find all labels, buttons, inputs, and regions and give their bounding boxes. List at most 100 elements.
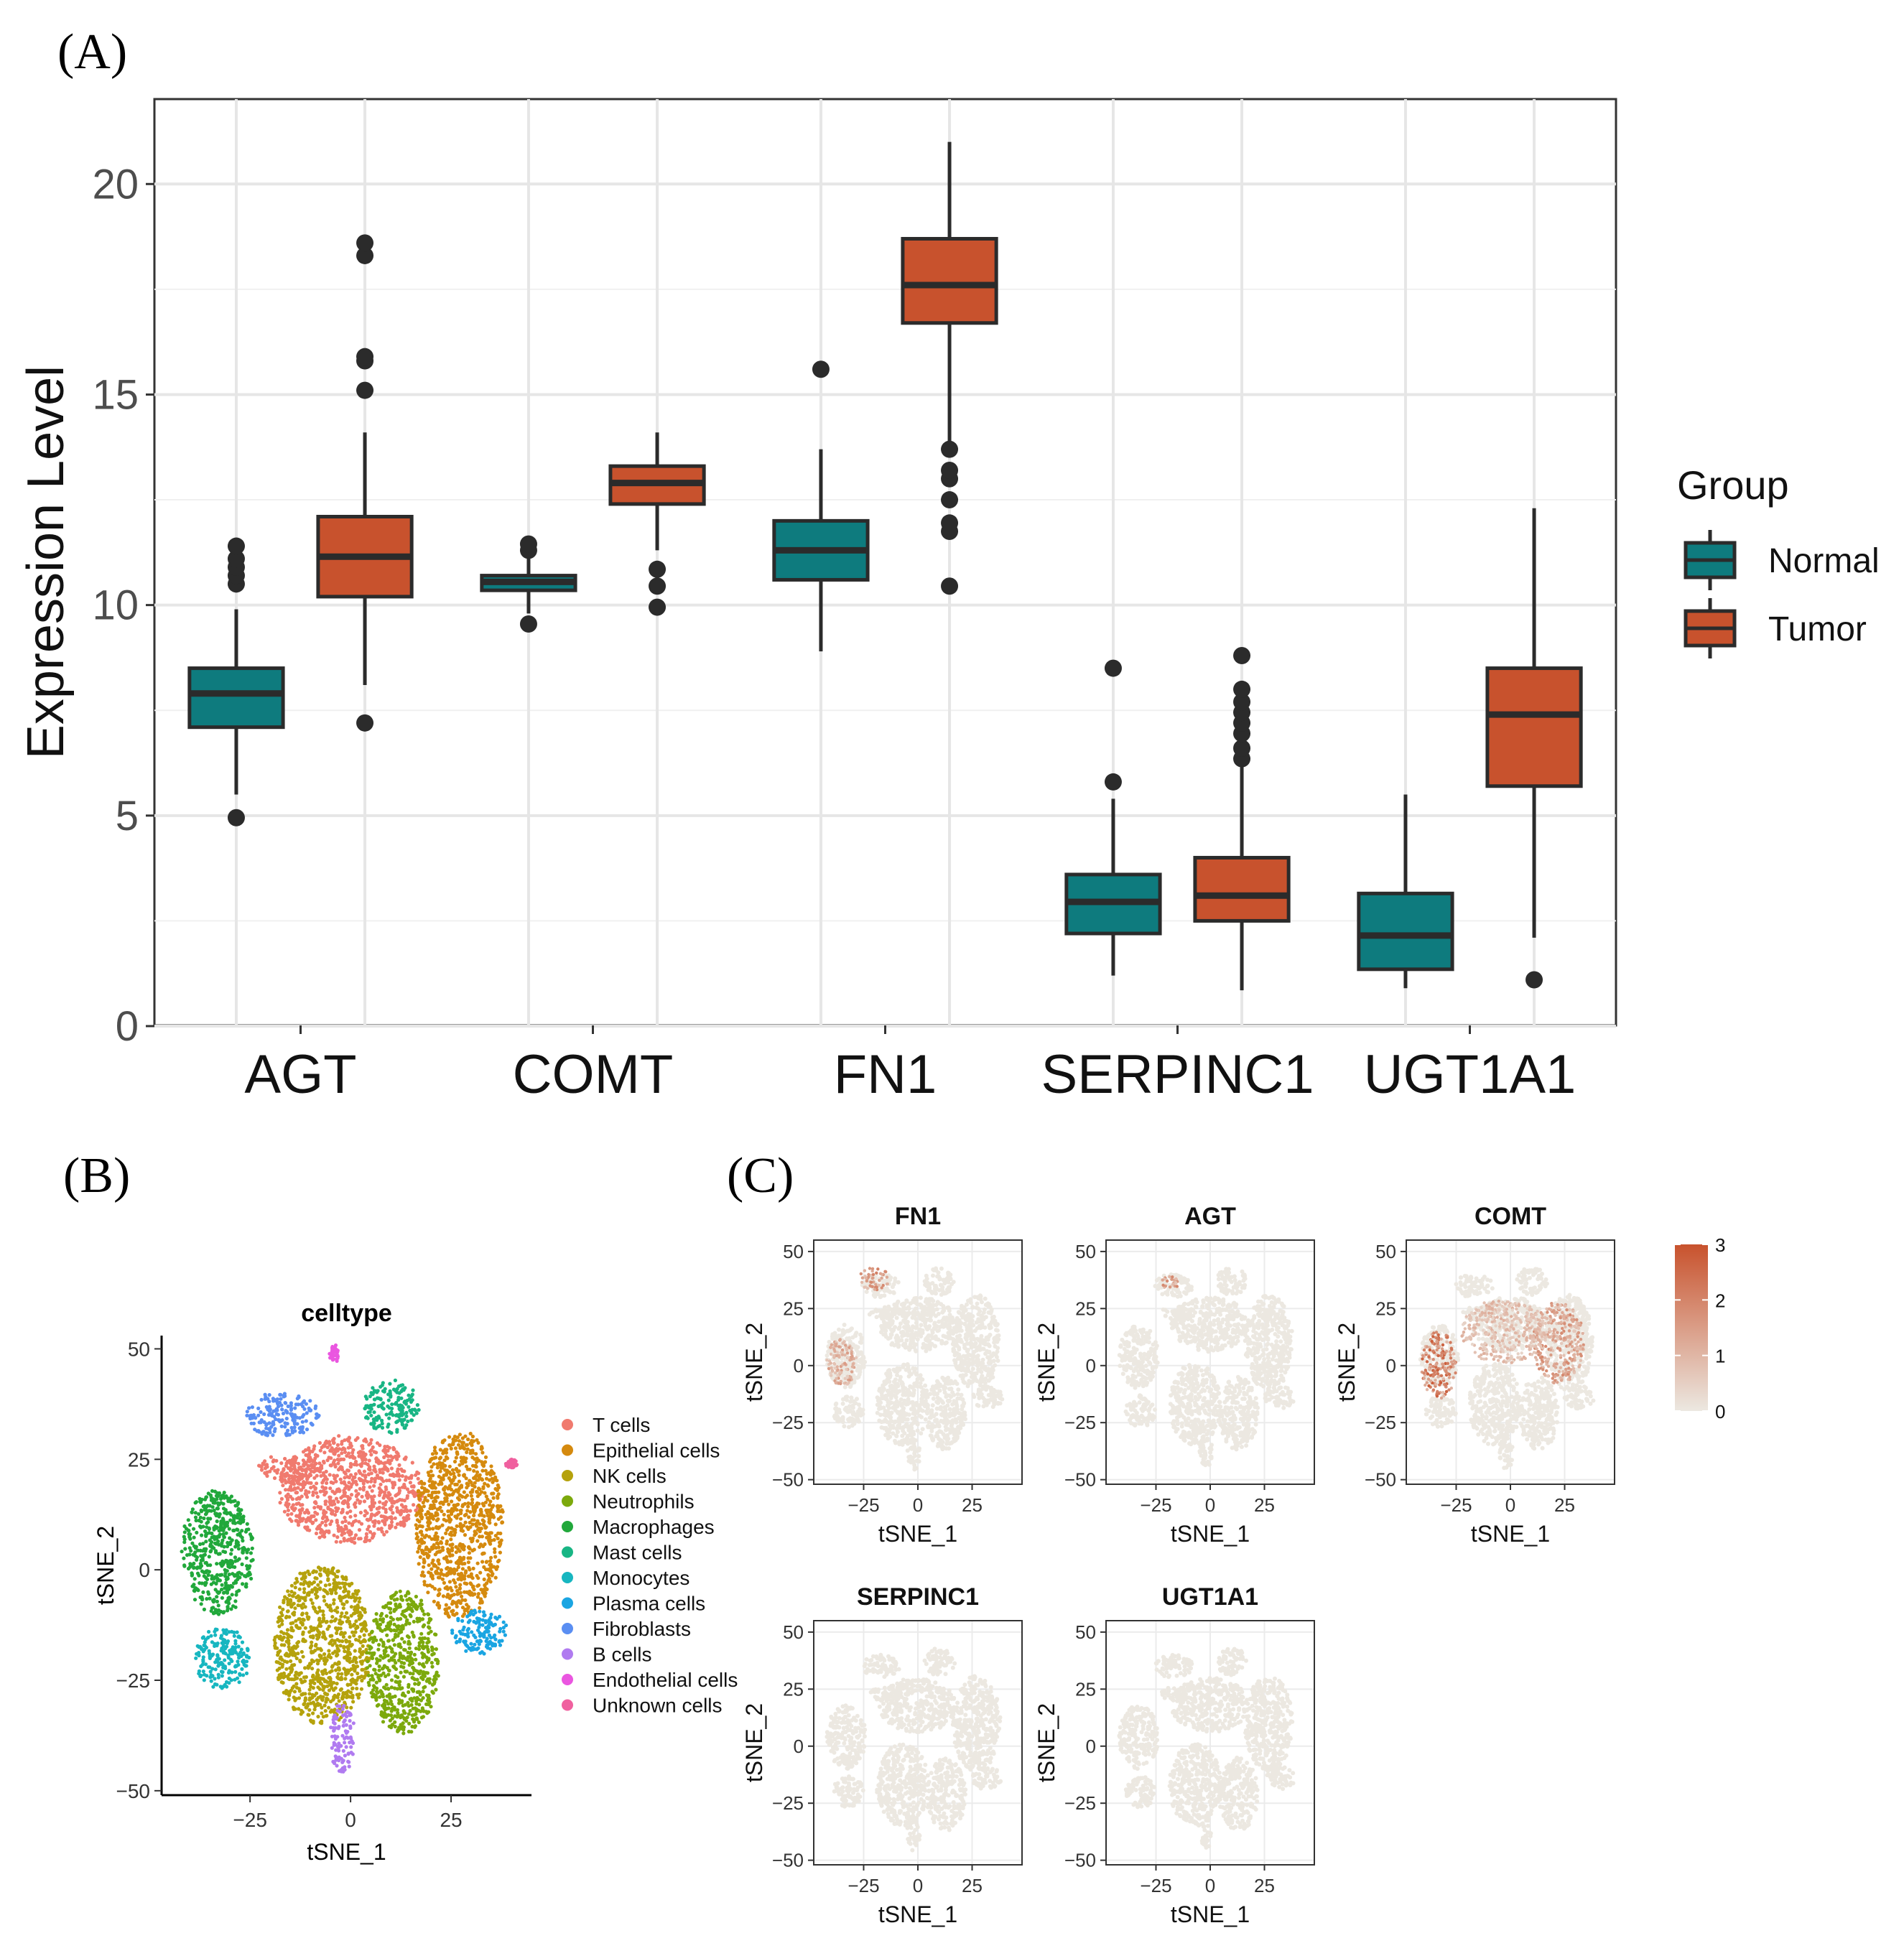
cell-point [256, 1413, 261, 1417]
cell-point [286, 1508, 290, 1512]
cell-point [417, 1539, 422, 1543]
cell-point [485, 1560, 489, 1564]
cell-point [347, 1650, 351, 1654]
cell-point [236, 1574, 240, 1578]
cell-point [488, 1535, 492, 1540]
y-tick-label: 0 [139, 1559, 150, 1581]
legend-item: Monocytes [562, 1567, 689, 1589]
cell-point [419, 1631, 424, 1636]
cell-point [290, 1458, 294, 1462]
cell-point [352, 1536, 357, 1540]
cell-point [233, 1504, 238, 1508]
cell-point [348, 1635, 352, 1639]
cell-point [315, 1491, 319, 1495]
cell-point [431, 1647, 435, 1652]
cell-point [279, 1392, 283, 1397]
cell-point [290, 1428, 294, 1433]
cell-point [341, 1713, 345, 1718]
cell-point [341, 1606, 345, 1611]
cell-point [311, 1490, 315, 1494]
cell-point [382, 1705, 386, 1710]
cell-point [484, 1525, 488, 1529]
cell-point [386, 1422, 391, 1427]
x-axis-title: tSNE_1 [307, 1839, 386, 1865]
cell-point [193, 1554, 198, 1558]
cell-point [379, 1713, 384, 1717]
cell-point [414, 1712, 418, 1716]
cell-point [481, 1544, 486, 1548]
cell-point [361, 1622, 366, 1626]
cell-point [407, 1635, 411, 1639]
cell-point [215, 1627, 219, 1632]
cell-point [409, 1661, 414, 1666]
cell-point [225, 1545, 230, 1549]
cell-point [478, 1651, 483, 1655]
cell-point [302, 1579, 307, 1584]
cell-point [442, 1517, 446, 1522]
panel-b-label: (B) [63, 1148, 130, 1203]
cell-point [340, 1759, 345, 1764]
cell-point [257, 1420, 261, 1425]
cell-point [339, 1496, 343, 1500]
x-tick-label: FN1 [834, 1044, 937, 1105]
cell-point [413, 1682, 417, 1686]
cell-point [444, 1603, 448, 1607]
cell-point [367, 1683, 371, 1687]
cell-point [427, 1527, 432, 1531]
cell-point [465, 1486, 469, 1490]
cell-point [440, 1536, 445, 1540]
cell-point [419, 1598, 424, 1603]
cell-point [346, 1530, 350, 1534]
cell-point [471, 1612, 475, 1617]
cell-point [430, 1506, 435, 1511]
cell-point [276, 1653, 280, 1657]
cell-point [213, 1644, 217, 1648]
cluster-macrophages [180, 1489, 255, 1616]
cell-point [278, 1605, 282, 1609]
cell-point [402, 1457, 407, 1461]
cell-point [361, 1649, 366, 1654]
cell-point [332, 1533, 336, 1537]
cell-point [381, 1720, 386, 1724]
cell-point [429, 1469, 433, 1473]
outlier-point [227, 550, 245, 568]
cell-point [190, 1510, 194, 1514]
cell-point [389, 1507, 394, 1512]
cell-point [292, 1677, 296, 1682]
cell-point [397, 1489, 402, 1493]
cell-point [498, 1531, 503, 1536]
cell-point [425, 1555, 430, 1559]
cell-point [437, 1592, 442, 1596]
cell-point [185, 1553, 190, 1557]
cell-point [373, 1426, 379, 1430]
box-tumor-ugt1a1 [1485, 508, 1583, 989]
cell-point [286, 1428, 290, 1433]
cell-point [301, 1405, 305, 1409]
cell-point [226, 1598, 231, 1603]
cell-point [343, 1741, 347, 1745]
cell-point [434, 1456, 438, 1460]
cell-point [405, 1487, 410, 1491]
cell-point [353, 1607, 357, 1612]
cell-point [391, 1511, 395, 1515]
cell-point [386, 1706, 391, 1710]
cell-point [478, 1492, 482, 1496]
cell-point [400, 1714, 404, 1718]
cell-point [356, 1639, 361, 1643]
cell-point [470, 1488, 475, 1492]
cell-point [427, 1534, 432, 1539]
cell-point [343, 1476, 347, 1480]
cell-point [193, 1515, 198, 1519]
cell-point [454, 1466, 459, 1471]
cell-point [440, 1481, 444, 1486]
cell-point [269, 1455, 273, 1459]
x-tick-label: −25 [233, 1809, 267, 1831]
box-body [1193, 855, 1291, 923]
cell-point [464, 1649, 468, 1653]
cell-point [324, 1679, 328, 1683]
cell-point [463, 1513, 467, 1517]
cell-point [286, 1492, 290, 1496]
cell-point [259, 1468, 264, 1472]
cell-point [350, 1522, 355, 1526]
cell-point [395, 1522, 400, 1527]
